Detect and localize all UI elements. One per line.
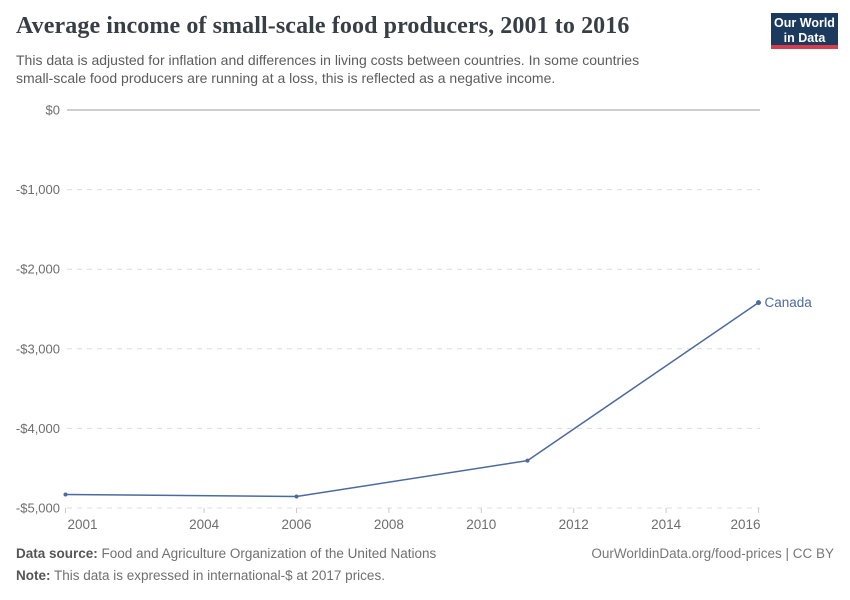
x-axis-label: 2016 (730, 517, 760, 532)
data-point-canada-2016[interactable] (756, 300, 761, 306)
x-axis-label: 2012 (559, 517, 589, 532)
series-line-canada[interactable] (65, 302, 759, 498)
y-axis-label: -$3,000 (16, 341, 60, 356)
owid-logo-line1: Our World (774, 16, 835, 30)
note-text: This data is expressed in international-… (50, 568, 385, 583)
owid-logo[interactable]: Our World in Data (771, 13, 838, 49)
series-label-canada[interactable]: Canada (765, 295, 813, 310)
license-link[interactable]: OurWorldinData.org/food-prices | CC BY (591, 546, 834, 561)
owid-logo-line2: in Data (783, 30, 826, 45)
data-point-canada-2011[interactable] (525, 458, 530, 463)
x-axis-label: 2014 (651, 517, 682, 532)
note-line: Note: This data is expressed in internat… (16, 568, 834, 583)
y-axis-label: -$2,000 (16, 262, 60, 277)
x-axis-label: 2008 (374, 517, 404, 532)
x-axis-label: 2001 (68, 517, 98, 532)
chart-subtitle: This data is adjusted for inflation and … (16, 51, 639, 87)
y-axis-label: -$5,000 (16, 501, 60, 516)
y-axis-label: $0 (46, 103, 60, 118)
y-axis-label: -$1,000 (16, 182, 60, 197)
x-axis-label: 2004 (189, 517, 220, 532)
subtitle-line-2: small-scale food producers are running a… (16, 70, 556, 86)
data-point-canada-2006[interactable] (294, 494, 299, 499)
note-label: Note: (16, 568, 51, 583)
x-axis-label: 2006 (281, 517, 311, 532)
data-source-line: Data source: Food and Agriculture Organi… (16, 546, 436, 561)
chart-footer: Data source: Food and Agriculture Organi… (16, 546, 834, 583)
chart-title: Average income of small-scale food produ… (16, 13, 630, 39)
data-source-label: Data source: (16, 546, 98, 561)
data-source-text: Food and Agriculture Organization of the… (97, 546, 437, 561)
subtitle-line-1: This data is adjusted for inflation and … (16, 52, 640, 68)
x-axis-label: 2010 (466, 517, 496, 532)
y-axis-label: -$4,000 (16, 421, 60, 436)
data-point-canada-2001[interactable] (63, 492, 68, 497)
